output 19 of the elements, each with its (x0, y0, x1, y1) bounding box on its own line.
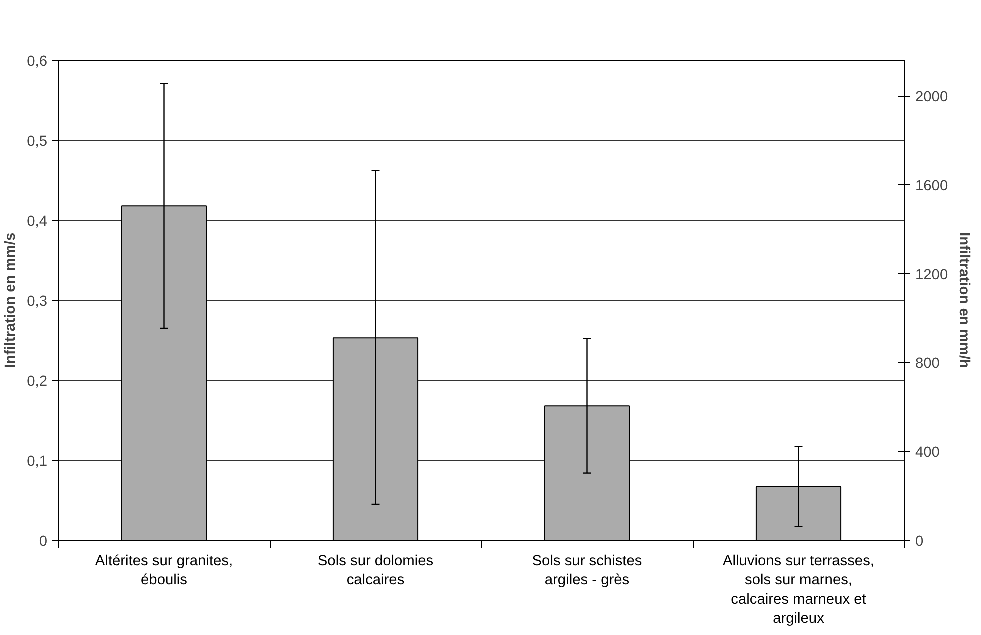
y2-tick-label: 2000 (916, 90, 948, 106)
y2-tick-label: 800 (916, 356, 940, 372)
y2-axis-title: Infiltration en mm/h (956, 232, 972, 369)
y-tick-label: 0,5 (27, 134, 48, 150)
y-tick-label: 0,3 (27, 294, 48, 310)
y2-tick-label: 1600 (916, 178, 948, 194)
y2-tick-label: 0 (916, 534, 924, 550)
y2-tick-label: 400 (916, 445, 940, 462)
y-tick-label: 0,6 (27, 54, 48, 70)
x-tick-label: Sols sur schistes argiles - grès (532, 554, 642, 589)
y-tick-label: 0,2 (27, 374, 48, 390)
y2-tick-label: 1200 (916, 267, 948, 284)
x-tick-label: Sols sur dolomies calcaires (318, 554, 434, 589)
x-tick-label: Alluvions sur terrasses, sols sur marnes, calcaires marneux et argileux (723, 554, 875, 628)
y-tick-label: 0,4 (27, 214, 48, 230)
y-axis-title: Infiltration en mm/s (3, 232, 20, 368)
y-tick-label: 0 (39, 534, 48, 550)
x-tick-label: Altérites sur granites, éboulis (95, 554, 234, 589)
y-tick-label: 0,1 (27, 454, 48, 470)
